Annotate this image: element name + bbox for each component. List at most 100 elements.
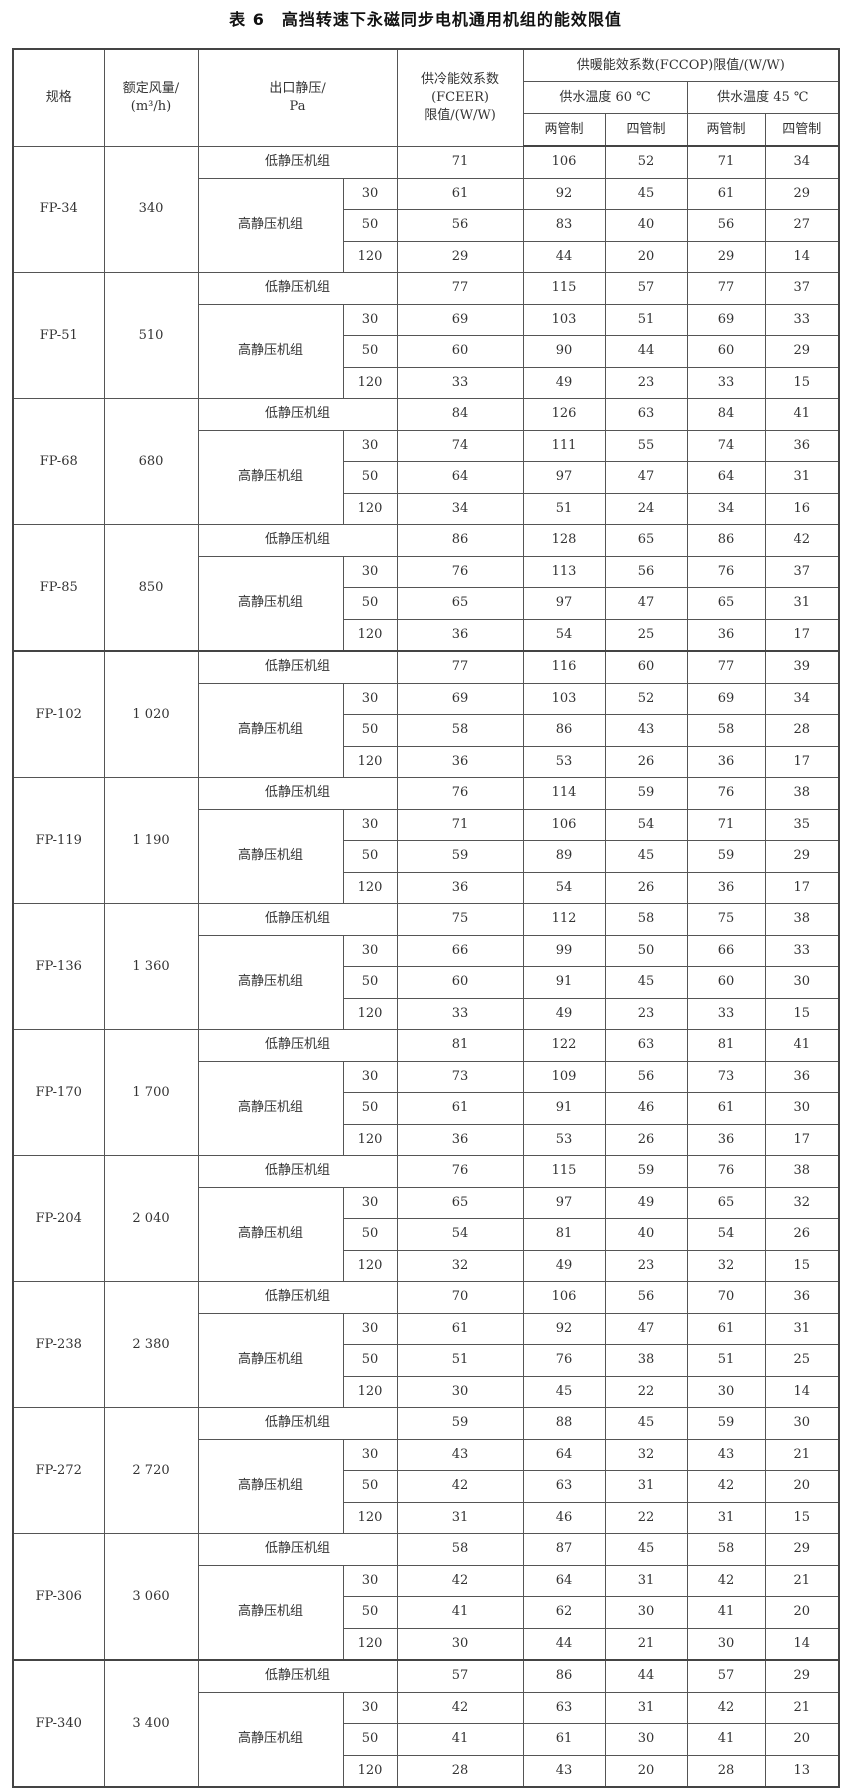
spec-cell: FP-136	[12, 903, 105, 1030]
table-row: 高静压机组 30 66 99 50 66 33	[13, 934, 840, 1030]
fccop-60-two-pipe: 54	[522, 871, 606, 904]
fccop-60-two-pipe: 49	[522, 366, 606, 399]
fccop-45-four-pipe: 27	[764, 209, 840, 242]
fccop-45-four-pipe: 38	[764, 777, 840, 810]
table-row: FP-51 510 低静压机组 77 115 57 77 37	[12, 272, 840, 399]
fccop-45-four-pipe: 16	[764, 492, 840, 525]
fccop-45-two-pipe: 41	[686, 1723, 766, 1756]
table-row: FP-34 340 低静压机组 71 106 52 71 34	[12, 145, 840, 273]
fccop-60-four-pipe: 60	[604, 650, 688, 684]
table-row: 120 29 44 20 29 14	[13, 240, 840, 273]
fccop-45-four-pipe: 31	[764, 587, 840, 620]
fccop-60-two-pipe: 106	[522, 1281, 606, 1314]
fccop-60-four-pipe: 45	[604, 840, 688, 873]
fccop-60-four-pipe: 40	[604, 209, 688, 242]
low-pressure-label: 低静压机组	[197, 145, 398, 179]
table-row: 120 33 49 23 33 15	[13, 997, 840, 1030]
fccop-60-four-pipe: 23	[604, 1249, 688, 1282]
pressure-value: 50	[342, 714, 398, 747]
fccop-60-four-pipe: 49	[604, 1186, 688, 1219]
fccop-45-four-pipe: 26	[764, 1218, 840, 1251]
fccop-60-four-pipe: 47	[604, 587, 688, 620]
low-pressure-label: 低静压机组	[197, 1659, 398, 1693]
fceer-value: 32	[396, 1249, 524, 1282]
fccop-45-two-pipe: 57	[686, 1659, 766, 1693]
fccop-45-two-pipe: 61	[686, 177, 766, 210]
fccop-45-two-pipe: 69	[686, 303, 766, 336]
fccop-45-two-pipe: 59	[686, 1407, 766, 1440]
header-airflow: 额定风量/(m³/h)	[103, 48, 199, 147]
table-title: 表 6 高挡转速下永磁同步电机通用机组的能效限值	[229, 10, 622, 29]
fccop-45-two-pipe: 84	[686, 398, 766, 431]
pressure-value: 30	[342, 1564, 398, 1597]
table-row: 高静压机组 30 76 113 56 76 37	[13, 555, 840, 652]
table-row: 高静压机组 30 61 92 47 61 31	[13, 1312, 840, 1408]
fccop-60-two-pipe: 45	[522, 1375, 606, 1408]
fccop-60-four-pipe: 24	[604, 492, 688, 525]
fceer-value: 51	[396, 1344, 524, 1377]
fccop-45-two-pipe: 33	[686, 366, 766, 399]
fccop-45-four-pipe: 20	[764, 1470, 840, 1503]
fccop-60-four-pipe: 47	[604, 461, 688, 494]
fccop-45-two-pipe: 32	[686, 1249, 766, 1282]
fceer-value: 41	[396, 1723, 524, 1756]
fccop-45-four-pipe: 42	[764, 524, 840, 557]
fccop-60-two-pipe: 63	[522, 1470, 606, 1503]
fccop-45-two-pipe: 74	[686, 429, 766, 462]
fccop-45-four-pipe: 30	[764, 966, 840, 999]
fccop-45-four-pipe: 29	[764, 1659, 840, 1693]
table-row: FP-170 1 700 低静压机组 81 122 63 81 41	[12, 1029, 840, 1156]
fccop-60-four-pipe: 50	[604, 934, 688, 967]
table-row: 50 58 86 43 58 28	[13, 714, 840, 747]
spec-cell: FP-102	[12, 650, 105, 778]
high-pressure-label: 高静压机组	[197, 1691, 344, 1788]
fccop-45-four-pipe: 30	[764, 1092, 840, 1125]
fceer-value: 33	[396, 366, 524, 399]
spec-cell: FP-238	[12, 1281, 105, 1408]
fccop-45-four-pipe: 33	[764, 934, 840, 967]
fceer-value: 36	[396, 618, 524, 652]
fccop-45-two-pipe: 31	[686, 1501, 766, 1534]
fccop-60-two-pipe: 109	[522, 1060, 606, 1093]
fccop-60-two-pipe: 111	[522, 429, 606, 462]
fceer-value: 34	[396, 492, 524, 525]
table-row: 50 64 97 47 64 31	[13, 461, 840, 494]
pressure-value: 30	[342, 1186, 398, 1219]
fccop-60-four-pipe: 22	[604, 1375, 688, 1408]
efficiency-table: 规格 额定风量/(m³/h) 出口静压/Pa 供冷能效系数 (FCEER) 限值/(…	[12, 48, 841, 1788]
fceer-value: 81	[396, 1029, 524, 1062]
airflow-cell: 2 720	[103, 1407, 199, 1534]
fccop-60-four-pipe: 59	[604, 777, 688, 810]
fccop-60-four-pipe: 23	[604, 366, 688, 399]
airflow-cell: 1 700	[103, 1029, 199, 1156]
high-pressure-label: 高静压机组	[197, 1438, 344, 1534]
fccop-60-two-pipe: 90	[522, 335, 606, 368]
fccop-45-two-pipe: 60	[686, 966, 766, 999]
fceer-value: 76	[396, 777, 524, 810]
fccop-45-two-pipe: 33	[686, 997, 766, 1030]
pressure-value: 30	[342, 177, 398, 210]
pressure-value: 30	[342, 1060, 398, 1093]
fccop-45-two-pipe: 61	[686, 1312, 766, 1345]
fceer-value: 58	[396, 1533, 524, 1566]
fceer-value: 60	[396, 335, 524, 368]
fccop-60-four-pipe: 54	[604, 808, 688, 841]
fccop-60-two-pipe: 62	[522, 1596, 606, 1629]
fccop-60-two-pipe: 92	[522, 1312, 606, 1345]
fccop-45-four-pipe: 29	[764, 177, 840, 210]
fccop-60-two-pipe: 63	[522, 1691, 606, 1724]
low-pressure-label: 低静压机组	[197, 903, 398, 936]
fceer-value: 77	[396, 272, 524, 305]
fceer-value: 64	[396, 461, 524, 494]
fccop-45-two-pipe: 36	[686, 871, 766, 904]
fccop-60-four-pipe: 31	[604, 1564, 688, 1597]
fccop-45-four-pipe: 14	[764, 1627, 840, 1661]
fceer-value: 69	[396, 303, 524, 336]
fccop-60-two-pipe: 64	[522, 1564, 606, 1597]
fccop-60-four-pipe: 45	[604, 1407, 688, 1440]
airflow-cell: 850	[103, 524, 199, 652]
fccop-60-two-pipe: 44	[522, 1627, 606, 1661]
airflow-cell: 1 190	[103, 777, 199, 904]
fccop-60-two-pipe: 49	[522, 1249, 606, 1282]
pressure-value: 120	[342, 1249, 398, 1282]
